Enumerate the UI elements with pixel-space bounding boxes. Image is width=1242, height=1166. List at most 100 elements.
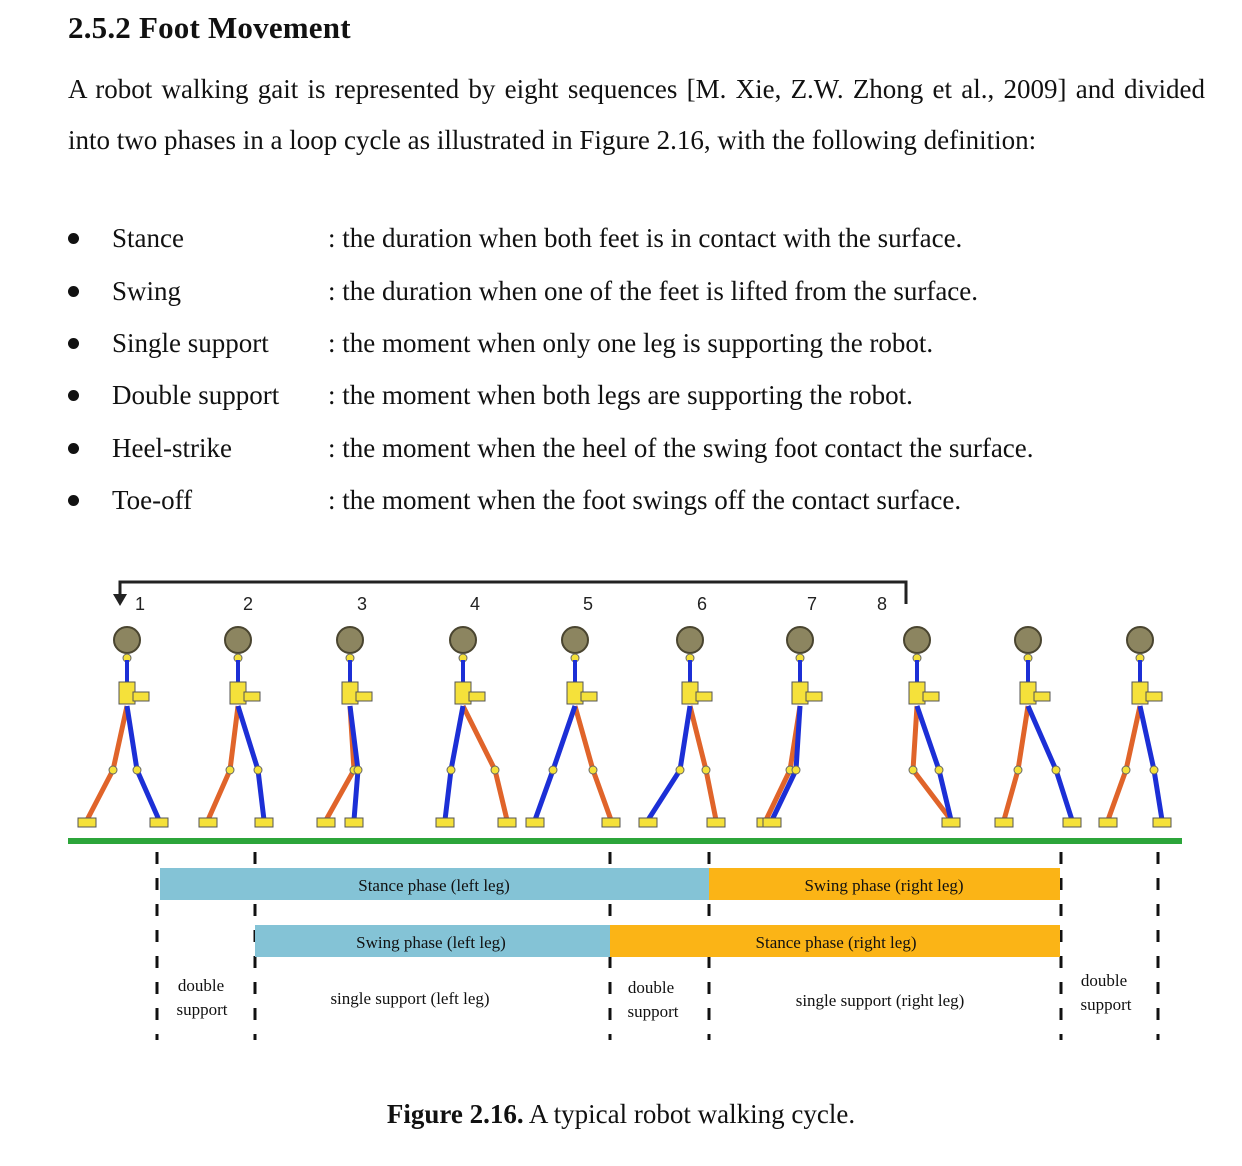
robot-arm	[696, 692, 712, 701]
swing-left-label: Swing phase (left leg)	[356, 933, 506, 952]
robot-poses	[78, 627, 1171, 827]
support-label: support	[628, 1002, 679, 1021]
sequence-number: 7	[807, 594, 817, 614]
definition-term: Toe-off	[112, 474, 192, 526]
definition-item: Double support : the moment when both le…	[0, 369, 1242, 421]
ground-line	[68, 838, 1182, 844]
stance-left-label: Stance phase (left leg)	[358, 876, 510, 895]
definition-item: Stance : the duration when both feet is …	[0, 212, 1242, 264]
sequence-number: 8	[877, 594, 887, 614]
intro-paragraph: A robot walking gait is represented by e…	[68, 64, 1205, 166]
robot-figure	[995, 627, 1081, 827]
robot-joint	[226, 766, 234, 774]
definition-term: Swing	[112, 265, 181, 317]
robot-joint	[1150, 766, 1158, 774]
bullet-icon	[68, 338, 79, 349]
robot-head	[562, 627, 588, 653]
robot-figure	[526, 627, 620, 827]
robot-leg-blue	[1028, 706, 1072, 820]
bullet-icon	[68, 443, 79, 454]
robot-joint	[447, 766, 455, 774]
walking-cycle-figure: 1 2 3 4 5 6 7 8 Stance phase (left	[0, 570, 1242, 1090]
robot-figure	[904, 627, 960, 827]
robot-head	[337, 627, 363, 653]
robot-arm	[806, 692, 822, 701]
definition-term: Single support	[112, 317, 269, 369]
robot-arm	[356, 692, 372, 701]
support-label: single support (left leg)	[330, 989, 489, 1008]
robot-foot	[78, 818, 96, 827]
bullet-icon	[68, 390, 79, 401]
robot-foot	[436, 818, 454, 827]
robot-head	[1015, 627, 1041, 653]
robot-foot	[345, 818, 363, 827]
loop-arrow-icon	[113, 594, 127, 606]
robot-leg-blue	[535, 706, 575, 820]
robot-figure	[639, 627, 725, 827]
figure-caption: Figure 2.16. A typical robot walking cyc…	[0, 1094, 1242, 1134]
support-label: support	[1081, 995, 1132, 1014]
definition-item: Toe-off : the moment when the foot swing…	[0, 474, 1242, 526]
robot-arm	[1034, 692, 1050, 701]
sequence-number: 6	[697, 594, 707, 614]
robot-joint	[909, 766, 917, 774]
robot-arm	[581, 692, 597, 701]
robot-foot	[498, 818, 516, 827]
robot-figure	[1099, 627, 1171, 827]
robot-figure	[78, 627, 168, 827]
robot-joint	[491, 766, 499, 774]
robot-figure	[317, 627, 372, 827]
robot-joint	[935, 766, 943, 774]
robot-leg-orange	[208, 706, 238, 820]
robot-leg-orange	[463, 706, 507, 820]
walking-cycle-diagram: 1 2 3 4 5 6 7 8 Stance phase (left	[0, 570, 1242, 1090]
robot-leg-blue	[917, 706, 951, 820]
definition-item: Heel-strike : the moment when the heel o…	[0, 422, 1242, 474]
definition-term: Double support	[112, 369, 279, 421]
caption-text: A typical robot walking cycle.	[524, 1099, 855, 1129]
robot-arm	[1146, 692, 1162, 701]
sequence-number: 4	[470, 594, 480, 614]
robot-figure	[436, 627, 516, 827]
support-label: single support (right leg)	[796, 991, 965, 1010]
robot-head	[787, 627, 813, 653]
robot-leg-blue	[445, 706, 463, 820]
robot-joint	[676, 766, 684, 774]
definition-desc: : the moment when only one leg is suppor…	[328, 317, 933, 369]
definition-desc: : the moment when the heel of the swing …	[328, 422, 1034, 474]
robot-leg-orange	[1004, 706, 1028, 820]
stance-right-label: Stance phase (right leg)	[756, 933, 917, 952]
support-label: double	[178, 976, 224, 995]
robot-leg-blue	[127, 706, 159, 820]
robot-foot	[255, 818, 273, 827]
bullet-icon	[68, 233, 79, 244]
bullet-icon	[68, 286, 79, 297]
robot-joint	[1014, 766, 1022, 774]
robot-head	[904, 627, 930, 653]
robot-head	[450, 627, 476, 653]
robot-leg-orange	[87, 706, 127, 820]
robot-joint	[549, 766, 557, 774]
definition-desc: : the moment when the foot swings off th…	[328, 474, 961, 526]
robot-joint	[133, 766, 141, 774]
robot-leg-orange	[1108, 706, 1140, 820]
sequence-number: 1	[135, 594, 145, 614]
definition-term: Heel-strike	[112, 422, 232, 474]
robot-foot	[995, 818, 1013, 827]
robot-joint	[254, 766, 262, 774]
robot-joint	[109, 766, 117, 774]
robot-foot	[639, 818, 657, 827]
robot-arm	[923, 692, 939, 701]
robot-leg-blue	[648, 706, 690, 820]
sequence-number: 3	[357, 594, 367, 614]
robot-foot	[199, 818, 217, 827]
robot-foot	[707, 818, 725, 827]
robot-head	[677, 627, 703, 653]
robot-joint	[1122, 766, 1130, 774]
robot-foot	[1099, 818, 1117, 827]
support-label: support	[177, 1000, 228, 1019]
bullet-icon	[68, 495, 79, 506]
robot-arm	[244, 692, 260, 701]
robot-head	[114, 627, 140, 653]
robot-leg-orange	[690, 706, 716, 820]
